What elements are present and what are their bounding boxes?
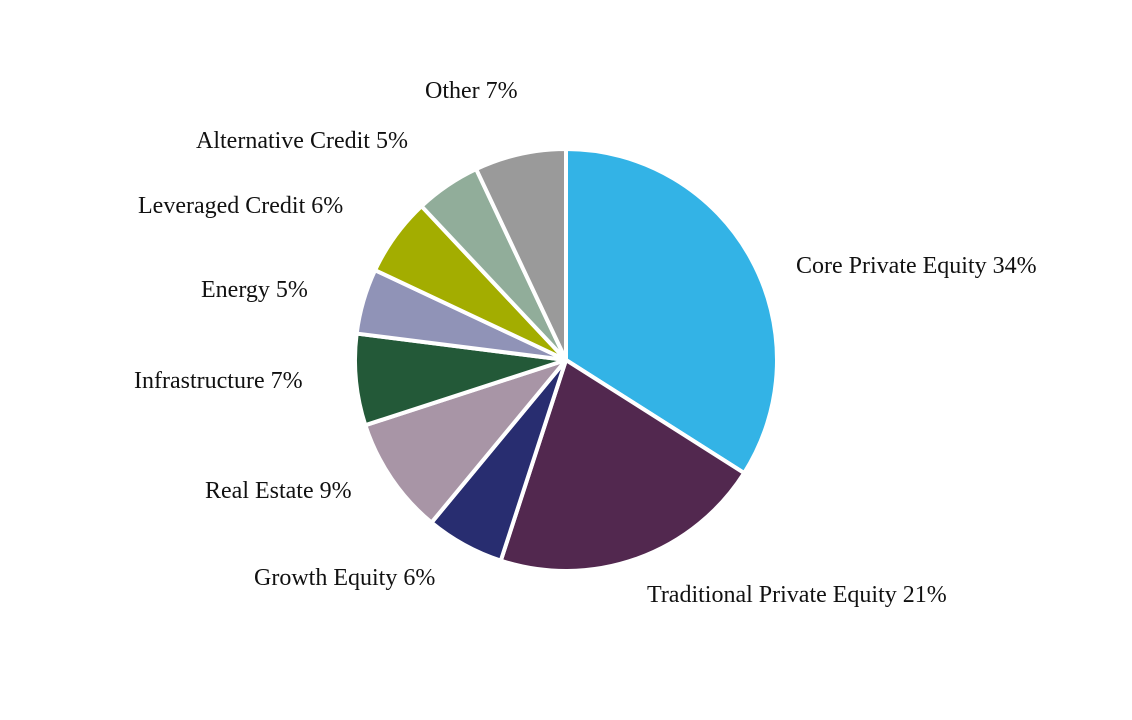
pie-slice	[498, 358, 747, 573]
pie-slice-label: Energy 5%	[201, 277, 308, 303]
pie-slice-label: Leveraged Credit 6%	[138, 193, 343, 219]
pie-slice-label: Infrastructure 7%	[134, 368, 303, 394]
pie-slice-label: Growth Equity 6%	[254, 565, 435, 591]
pie-labels: Core Private Equity 34% Traditional Priva…	[134, 78, 1037, 608]
pie-slice-label: Real Estate 9%	[205, 478, 352, 504]
pie-slice	[474, 147, 568, 362]
pie-slice-label: Other 7%	[425, 78, 518, 104]
pie-slice-label: Core Private Equity 34%	[796, 253, 1037, 279]
pie-slice	[363, 358, 568, 525]
pie-slice-label: Alternative Credit 5%	[196, 128, 408, 154]
pie-slice-label: Traditional Private Equity 21%	[647, 582, 947, 608]
pie-slices	[353, 147, 779, 573]
